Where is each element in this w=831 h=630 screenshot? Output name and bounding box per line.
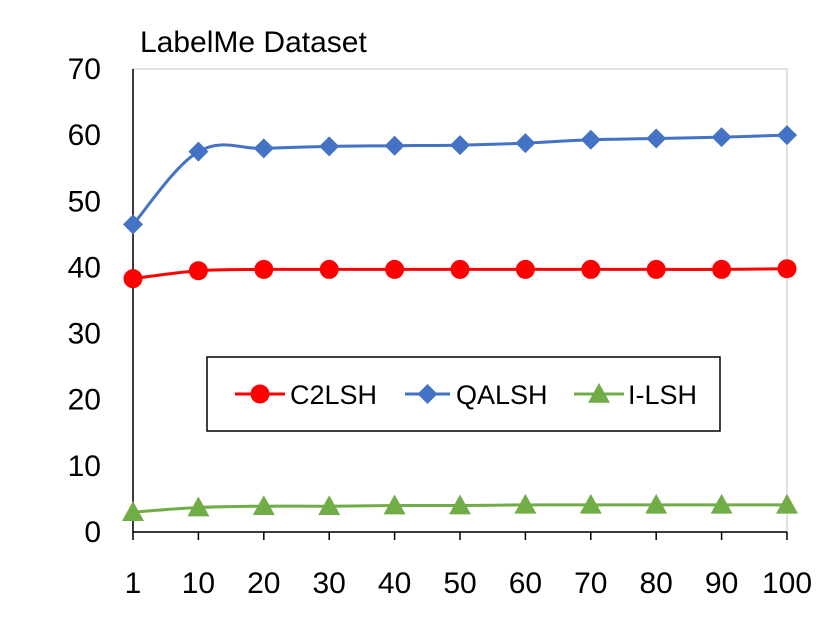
data-point bbox=[385, 259, 405, 279]
legend-label: QALSH bbox=[456, 380, 548, 410]
x-tick-label: 100 bbox=[762, 567, 812, 600]
data-point bbox=[581, 259, 601, 279]
x-tick-label: 50 bbox=[443, 567, 476, 600]
x-tick-label: 80 bbox=[640, 567, 673, 600]
legend-label: C2LSH bbox=[290, 380, 377, 410]
data-point bbox=[319, 259, 339, 279]
y-tick-label: 0 bbox=[84, 516, 101, 549]
x-tick-label: 60 bbox=[509, 567, 542, 600]
series-c2lsh bbox=[123, 259, 797, 289]
x-tick-label: 40 bbox=[378, 567, 411, 600]
data-point bbox=[123, 214, 143, 235]
data-point bbox=[711, 127, 732, 148]
data-point bbox=[318, 495, 341, 516]
x-tick-label: 20 bbox=[247, 567, 280, 600]
series-i-lsh bbox=[122, 493, 798, 521]
chart-title: LabelMe Dataset bbox=[140, 26, 367, 59]
data-point bbox=[777, 125, 797, 146]
legend-item-c2lsh: C2LSH bbox=[235, 380, 377, 410]
y-tick-label: 50 bbox=[68, 185, 101, 218]
data-point bbox=[383, 494, 406, 515]
data-point bbox=[777, 259, 797, 279]
x-tick-label: 10 bbox=[182, 567, 215, 600]
data-point bbox=[579, 493, 602, 514]
series-qalsh bbox=[123, 125, 797, 235]
data-point bbox=[188, 141, 209, 162]
series-group bbox=[122, 125, 798, 521]
y-tick-label: 20 bbox=[68, 384, 101, 417]
data-point bbox=[252, 495, 275, 516]
y-tick-label: 40 bbox=[68, 251, 101, 284]
y-tick-label: 70 bbox=[68, 53, 101, 86]
data-point bbox=[712, 259, 732, 279]
x-tick-label: 30 bbox=[313, 567, 346, 600]
y-tick-label: 60 bbox=[68, 119, 101, 152]
data-point bbox=[515, 133, 536, 154]
legend-box bbox=[206, 356, 721, 432]
x-tick-label: 1 bbox=[125, 567, 142, 600]
legend-marker bbox=[588, 383, 610, 403]
data-point bbox=[319, 136, 340, 157]
legend: C2LSH QALSH I-LSH bbox=[206, 356, 721, 432]
data-point bbox=[645, 493, 668, 514]
legend-marker bbox=[417, 384, 438, 404]
data-point bbox=[188, 261, 208, 281]
data-point bbox=[123, 269, 143, 289]
legend-label: I-LSH bbox=[628, 380, 697, 410]
data-point bbox=[776, 493, 798, 514]
legend-item-qalsh: QALSH bbox=[405, 380, 548, 410]
data-point bbox=[187, 496, 210, 517]
data-point bbox=[646, 259, 666, 279]
data-point bbox=[515, 259, 535, 279]
data-point bbox=[580, 129, 601, 150]
legend-item-i-lsh: I-LSH bbox=[574, 380, 697, 410]
x-tick-label: 90 bbox=[705, 567, 738, 600]
legend-marker bbox=[250, 384, 270, 404]
y-tick-label: 30 bbox=[68, 318, 101, 351]
data-point bbox=[450, 135, 470, 156]
data-point bbox=[449, 494, 471, 515]
y-tick-label: 10 bbox=[68, 450, 101, 483]
data-point bbox=[450, 259, 470, 279]
data-point bbox=[514, 493, 537, 514]
data-point bbox=[646, 128, 667, 149]
x-tick-label: 70 bbox=[574, 567, 607, 600]
data-point bbox=[710, 493, 733, 514]
axes: 0 10 20 30 40 50 60 70 1 10 20 30 40 50 60 70 80 90 100 bbox=[68, 53, 812, 600]
data-point bbox=[254, 259, 274, 279]
data-point bbox=[122, 501, 144, 521]
data-point bbox=[384, 135, 405, 156]
data-point bbox=[253, 138, 274, 159]
